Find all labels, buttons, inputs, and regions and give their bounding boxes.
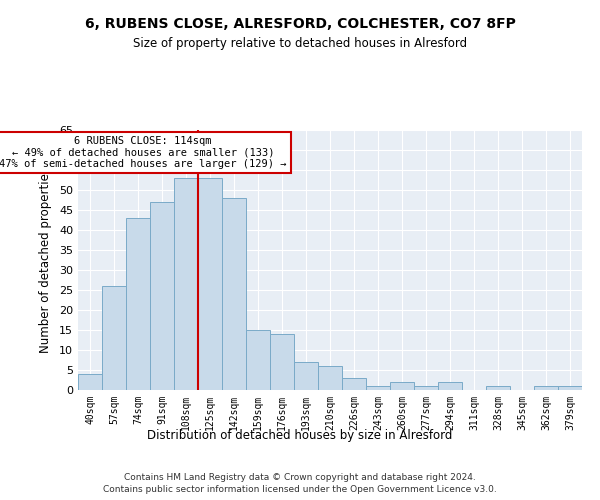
- Bar: [222, 198, 246, 390]
- Bar: [534, 386, 558, 390]
- Bar: [174, 178, 198, 390]
- Text: Size of property relative to detached houses in Alresford: Size of property relative to detached ho…: [133, 38, 467, 51]
- Bar: [414, 386, 438, 390]
- Bar: [438, 382, 462, 390]
- Text: Contains HM Land Registry data © Crown copyright and database right 2024.: Contains HM Land Registry data © Crown c…: [124, 473, 476, 482]
- Bar: [102, 286, 126, 390]
- Bar: [78, 374, 102, 390]
- Bar: [150, 202, 174, 390]
- Bar: [342, 378, 366, 390]
- Bar: [294, 362, 318, 390]
- Bar: [198, 178, 222, 390]
- Bar: [126, 218, 150, 390]
- Text: 6, RUBENS CLOSE, ALRESFORD, COLCHESTER, CO7 8FP: 6, RUBENS CLOSE, ALRESFORD, COLCHESTER, …: [85, 18, 515, 32]
- Text: Contains public sector information licensed under the Open Government Licence v3: Contains public sector information licen…: [103, 486, 497, 494]
- Bar: [318, 366, 342, 390]
- Bar: [246, 330, 270, 390]
- Bar: [390, 382, 414, 390]
- Y-axis label: Number of detached properties: Number of detached properties: [39, 167, 52, 353]
- Text: Distribution of detached houses by size in Alresford: Distribution of detached houses by size …: [148, 428, 452, 442]
- Text: 6 RUBENS CLOSE: 114sqm
← 49% of detached houses are smaller (133)
47% of semi-de: 6 RUBENS CLOSE: 114sqm ← 49% of detached…: [0, 136, 287, 169]
- Bar: [270, 334, 294, 390]
- Bar: [366, 386, 390, 390]
- Bar: [486, 386, 510, 390]
- Bar: [558, 386, 582, 390]
